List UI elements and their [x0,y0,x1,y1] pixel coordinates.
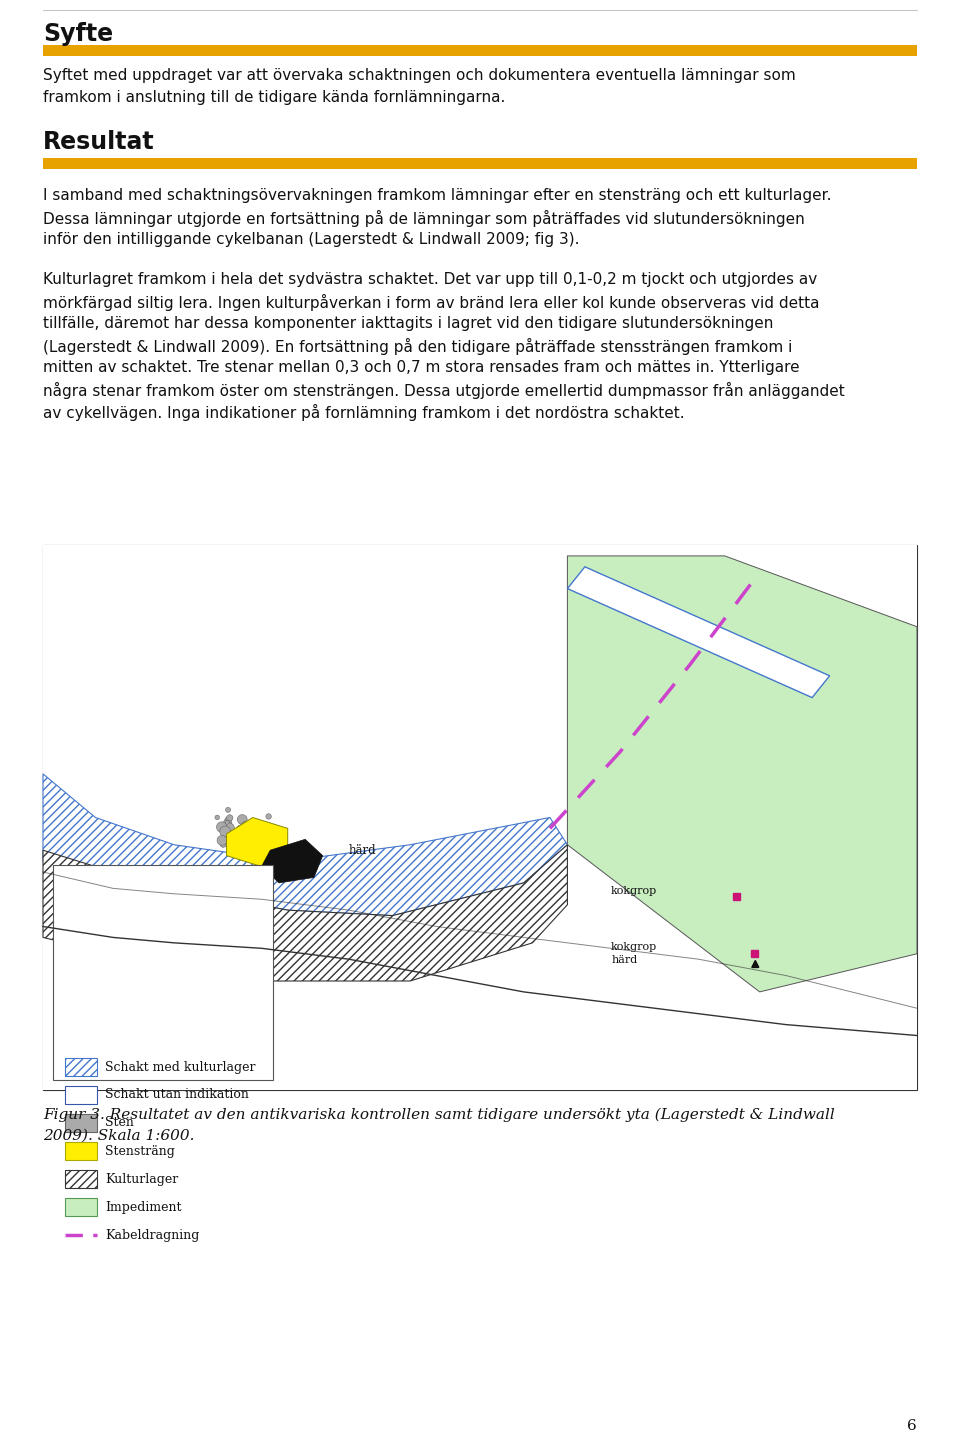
Text: I samband med schaktningsövervakningen framkom lämningar efter en stensträng och: I samband med schaktningsövervakningen f… [43,188,831,203]
Text: Kulturlager: Kulturlager [105,1172,179,1185]
Text: Syftet med uppdraget var att övervaka schaktningen och dokumentera eventuella lä: Syftet med uppdraget var att övervaka sc… [43,68,796,83]
Text: 6: 6 [907,1419,917,1433]
Circle shape [227,814,233,822]
Circle shape [237,814,247,824]
Bar [53,865,273,1080]
Circle shape [220,842,227,848]
Polygon shape [43,774,567,916]
Bar [65,1142,97,1161]
Text: Schakt med kulturlager: Schakt med kulturlager [105,1061,255,1074]
Polygon shape [567,567,829,697]
Text: Kabeldragning: Kabeldragning [105,1229,200,1242]
Bar [65,1085,97,1104]
Text: Schakt utan indikation: Schakt utan indikation [105,1088,249,1101]
Text: tillfälle, däremot har dessa komponenter iakttagits i lagret vid den tidigare sl: tillfälle, däremot har dessa komponenter… [43,316,774,330]
Text: härd: härd [348,843,376,856]
Text: Figur 3. Resultatet av den antikvariska kontrollen samt tidigare undersökt yta (: Figur 3. Resultatet av den antikvariska … [43,1108,835,1123]
Polygon shape [752,961,758,968]
Circle shape [220,826,230,838]
Text: Sten: Sten [105,1117,133,1130]
Text: av cykellvägen. Inga indikationer på fornlämning framkom i det nordöstra schakte: av cykellvägen. Inga indikationer på for… [43,404,684,422]
Bar [751,951,758,958]
Bar [733,893,740,900]
Text: mitten av schaktet. Tre stenar mellan 0,3 och 0,7 m stora rensades fram och mätt: mitten av schaktet. Tre stenar mellan 0,… [43,359,800,375]
Text: Resultat: Resultat [43,130,155,154]
Bar [65,1058,97,1077]
Bar [65,1198,97,1216]
Text: härd: härd [612,955,637,965]
Text: Syfte: Syfte [43,22,113,46]
Text: framkom i anslutning till de tidigare kända fornlämningarna.: framkom i anslutning till de tidigare kä… [43,90,505,104]
Circle shape [243,840,248,846]
Circle shape [217,822,227,832]
Text: kokgrop: kokgrop [612,887,658,895]
Circle shape [226,817,230,822]
Circle shape [224,819,231,826]
Circle shape [225,823,233,832]
Bar [65,1169,97,1188]
Polygon shape [567,556,917,993]
Polygon shape [43,845,567,981]
Text: Dessa lämningar utgjorde en fortsättning på de lämningar som påträffades vid slu: Dessa lämningar utgjorde en fortsättning… [43,210,804,227]
Circle shape [226,830,231,836]
Text: mörkfärgad siltig lera. Ingen kulturpåverkan i form av bränd lera eller kol kund: mörkfärgad siltig lera. Ingen kulturpåve… [43,294,820,312]
Circle shape [242,838,249,843]
Circle shape [217,836,227,845]
Circle shape [266,814,272,819]
Circle shape [242,824,247,829]
Circle shape [241,822,250,829]
Text: inför den intilliggande cykelbanan (Lagerstedt & Lindwall 2009; fig 3).: inför den intilliggande cykelbanan (Lage… [43,232,580,246]
Circle shape [226,807,230,813]
Bar [43,545,917,1090]
Text: Stensträng: Stensträng [105,1145,175,1158]
Circle shape [234,830,245,840]
Circle shape [215,816,220,820]
Bar [43,545,917,1090]
Text: kokgrop: kokgrop [612,942,658,952]
Circle shape [221,839,228,846]
Text: några stenar framkom öster om stensträngen. Dessa utgjorde emellertid dumpmassor: några stenar framkom öster om stensträng… [43,383,845,398]
Text: (Lagerstedt & Lindwall 2009). En fortsättning på den tidigare påträffade stensst: (Lagerstedt & Lindwall 2009). En fortsät… [43,338,792,355]
Circle shape [224,823,234,835]
Text: 2009). Skala 1:600.: 2009). Skala 1:600. [43,1129,195,1143]
Circle shape [234,843,242,851]
Circle shape [226,820,229,824]
Polygon shape [227,817,288,867]
Text: Impediment: Impediment [105,1201,181,1213]
Circle shape [236,824,246,835]
Bar [65,1114,97,1132]
Bar [43,158,917,170]
Bar [43,45,917,57]
Circle shape [219,823,225,827]
Circle shape [252,819,256,823]
Text: Kulturlagret framkom i hela det sydvästra schaktet. Det var upp till 0,1-0,2 m t: Kulturlagret framkom i hela det sydvästr… [43,272,817,287]
Polygon shape [261,839,323,882]
